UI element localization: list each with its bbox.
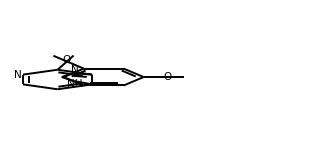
- Text: NH: NH: [67, 79, 83, 89]
- Text: O: O: [63, 55, 71, 65]
- Text: N: N: [14, 70, 22, 80]
- Text: O: O: [163, 72, 172, 82]
- Text: N: N: [71, 65, 79, 75]
